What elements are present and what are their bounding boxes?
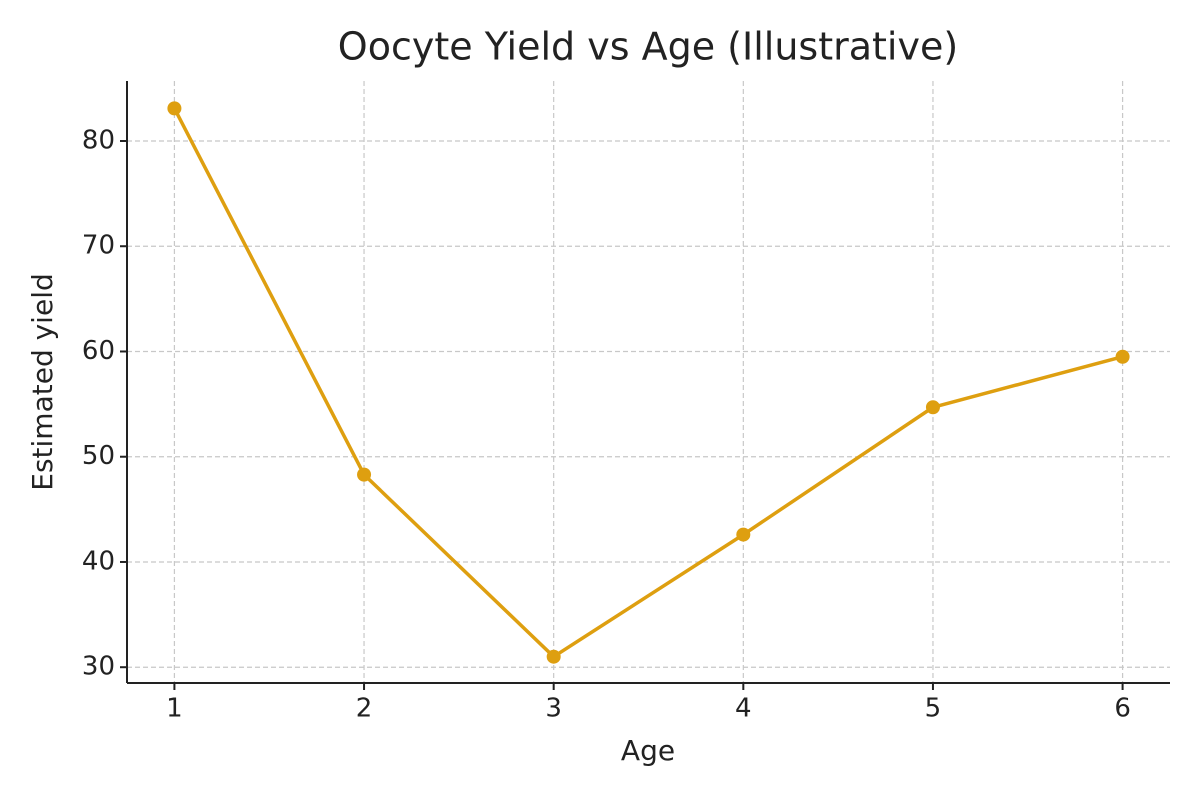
y-tick-label: 40 [82, 546, 115, 576]
y-tick-label: 80 [82, 125, 115, 155]
x-tick-label: 3 [545, 694, 562, 724]
y-tick-label: 60 [82, 336, 115, 366]
grid [127, 81, 1170, 683]
y-tick-label: 70 [82, 231, 115, 261]
data-point [357, 467, 372, 482]
x-tick-label: 4 [735, 694, 752, 724]
plot-area [167, 101, 1130, 664]
y-tick-label: 30 [82, 652, 115, 682]
chart-title: Oocyte Yield vs Age (Illustrative) [338, 25, 958, 69]
y-axis-label: Estimated yield [26, 273, 59, 490]
x-tick-label: 5 [925, 694, 942, 724]
data-point [546, 649, 561, 664]
x-tick-label: 6 [1114, 694, 1131, 724]
data-point [925, 400, 940, 415]
series-line [172, 107, 1124, 659]
x-axis-label: Age [621, 734, 675, 767]
y-tick-label: 50 [82, 441, 115, 471]
data-point [1115, 349, 1130, 364]
x-tick-label: 1 [166, 694, 183, 724]
data-point [736, 527, 751, 542]
x-tick-label: 2 [356, 694, 373, 724]
data-point [167, 101, 182, 116]
